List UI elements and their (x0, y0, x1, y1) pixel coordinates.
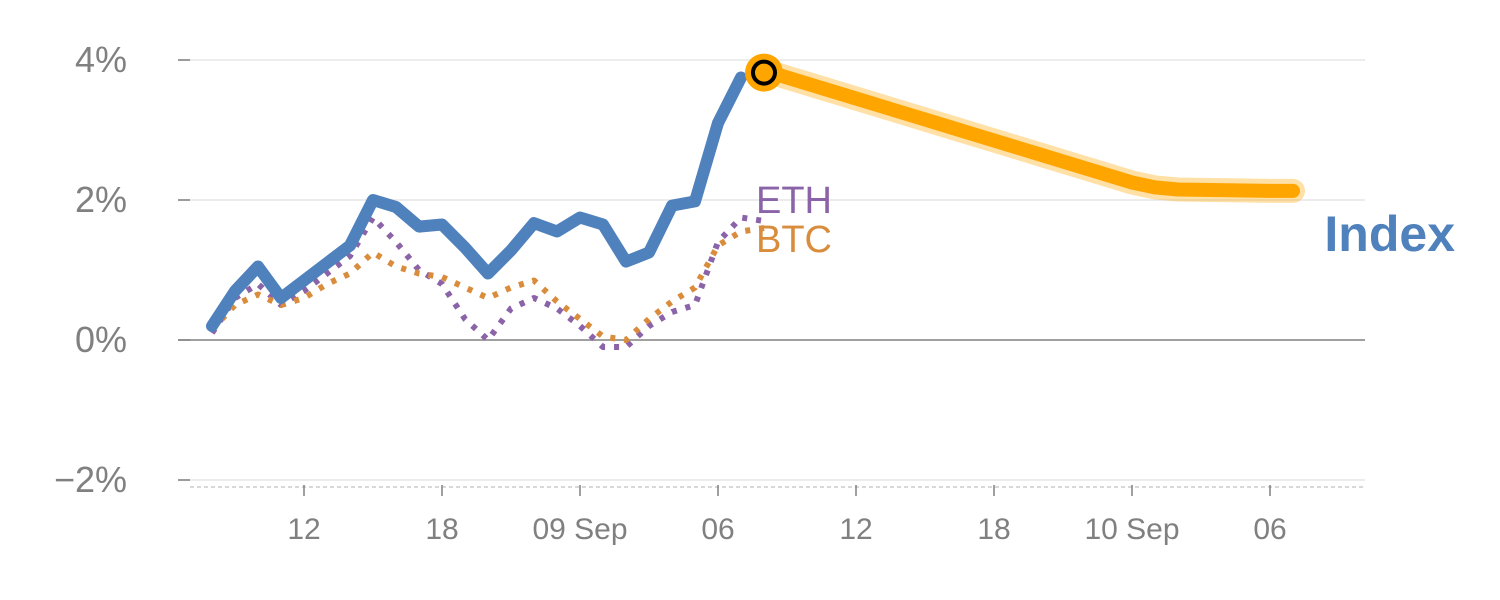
x-tick-label: 10 Sep (1084, 513, 1179, 546)
x-tick-label: 09 Sep (532, 513, 627, 546)
index-label: Index (1324, 206, 1455, 262)
index-line (206, 71, 747, 332)
x-tick-label: 18 (425, 513, 458, 546)
y-tick-label: 0% (75, 319, 127, 360)
y-tick-label: 4% (75, 39, 127, 80)
grid-lines (178, 59, 1365, 488)
forecast-line (757, 63, 1300, 198)
series-lines (206, 53, 1305, 350)
x-tick-label: 06 (701, 513, 734, 546)
eth-label: ETH (756, 180, 832, 222)
current-point-halo (745, 53, 783, 92)
y-tick-label: −2% (54, 459, 127, 500)
x-tick-label: 18 (977, 513, 1010, 546)
x-tick-label: 12 (839, 513, 872, 546)
btc-label: BTC (756, 219, 832, 261)
x-tick-label: 12 (287, 513, 320, 546)
current-point-marker (751, 59, 777, 86)
x-tick-label: 06 (1253, 513, 1286, 546)
axes: 4% 2% 0% −2% 12 18 09 Sep 06 12 18 10 Sep 06 (54, 39, 1287, 546)
y-tick-label: 2% (75, 179, 127, 220)
eth-line (209, 214, 765, 350)
